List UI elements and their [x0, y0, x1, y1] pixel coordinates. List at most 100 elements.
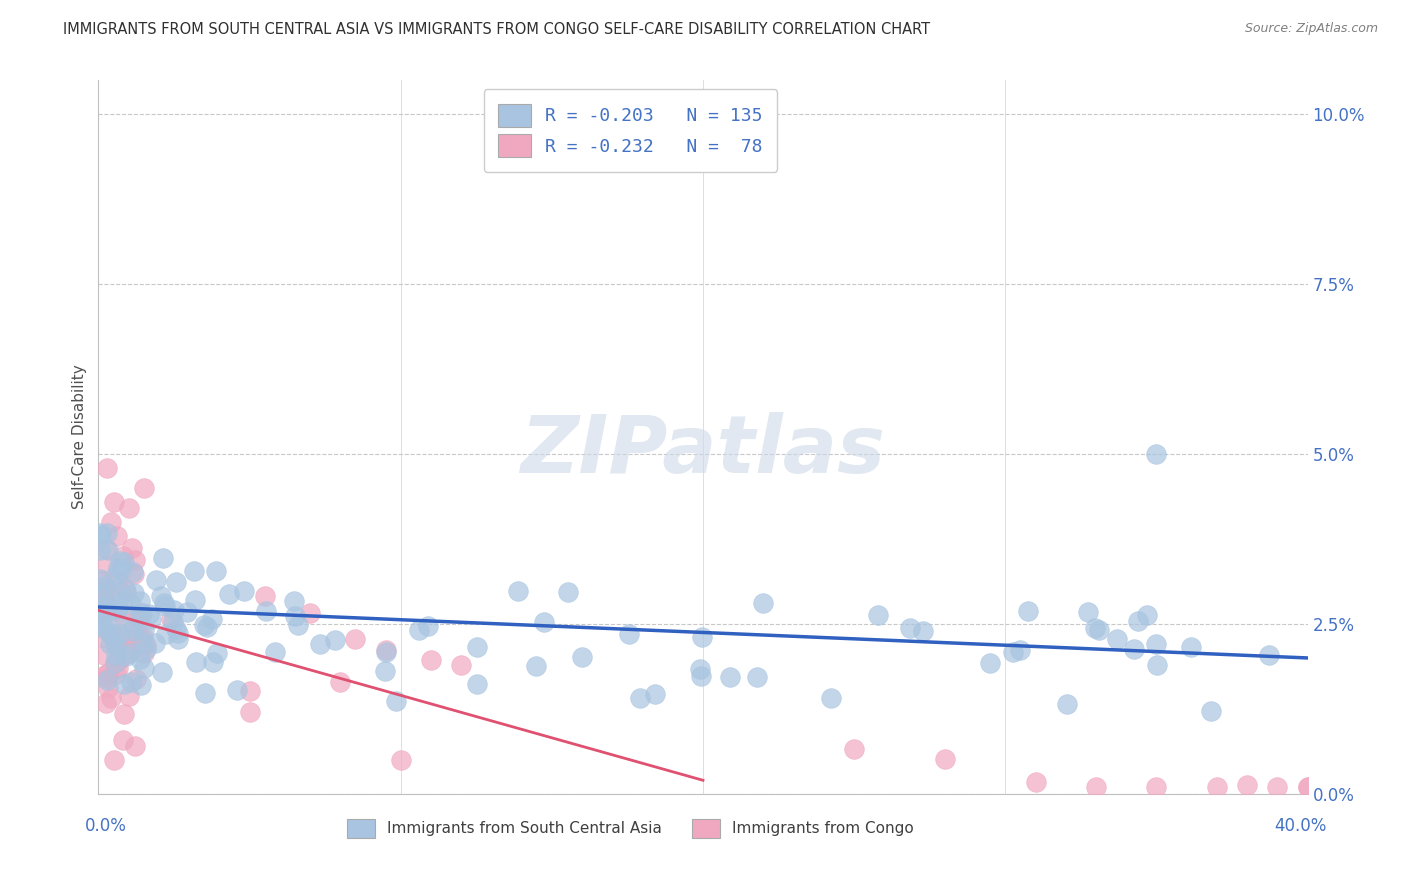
Point	[122, 637, 145, 651]
Point	[111, 732, 134, 747]
Point	[166, 632, 188, 646]
Point	[344, 632, 367, 646]
Point	[150, 589, 173, 603]
Point	[98, 637, 121, 651]
Point	[1146, 657, 1168, 672]
Point	[155, 626, 177, 640]
Point	[104, 657, 127, 671]
Point	[184, 655, 207, 669]
Point	[720, 670, 742, 684]
Point	[745, 670, 768, 684]
Point	[1146, 447, 1168, 461]
Point	[689, 663, 711, 677]
Point	[628, 690, 651, 705]
Point	[91, 586, 114, 600]
Point	[90, 607, 112, 621]
Point	[103, 629, 125, 643]
Point	[690, 669, 713, 683]
Point	[104, 636, 127, 650]
Point	[128, 652, 150, 666]
Point	[218, 587, 240, 601]
Point	[1122, 641, 1144, 656]
Point	[1199, 704, 1222, 718]
Point	[110, 651, 132, 665]
Point	[122, 566, 145, 581]
Point	[118, 501, 141, 516]
Point	[152, 550, 174, 565]
Point	[103, 753, 125, 767]
Point	[91, 630, 114, 644]
Point	[90, 528, 112, 542]
Point	[118, 689, 141, 703]
Text: 0.0%: 0.0%	[84, 817, 127, 835]
Point	[617, 627, 640, 641]
Point	[112, 676, 135, 690]
Point	[1001, 645, 1024, 659]
Point	[1017, 605, 1039, 619]
Point	[253, 590, 276, 604]
Point	[506, 583, 529, 598]
Point	[1136, 608, 1159, 623]
Point	[162, 615, 184, 629]
Point	[93, 600, 115, 615]
Point	[374, 643, 396, 657]
Point	[329, 675, 352, 690]
Point	[103, 602, 125, 616]
Point	[844, 742, 866, 756]
Point	[1105, 632, 1128, 646]
Point	[934, 752, 956, 766]
Point	[1128, 614, 1150, 628]
Point	[89, 526, 111, 541]
Point	[97, 665, 120, 680]
Point	[166, 575, 188, 590]
Point	[104, 637, 127, 651]
Point	[384, 694, 406, 708]
Point	[1258, 648, 1281, 662]
Point	[89, 612, 111, 626]
Point	[97, 625, 120, 640]
Point	[89, 542, 111, 557]
Point	[898, 621, 921, 635]
Point	[104, 657, 127, 671]
Point	[420, 653, 443, 667]
Point	[94, 579, 117, 593]
Point	[1087, 623, 1109, 637]
Point	[124, 621, 146, 635]
Point	[104, 582, 127, 596]
Point	[124, 607, 146, 622]
Y-axis label: Self-Care Disability: Self-Care Disability	[72, 365, 87, 509]
Point	[104, 667, 127, 681]
Point	[571, 650, 593, 665]
Point	[183, 565, 205, 579]
Point	[94, 582, 117, 596]
Point	[107, 601, 129, 615]
Point	[100, 515, 122, 529]
Point	[450, 657, 472, 672]
Point	[107, 561, 129, 575]
Point	[131, 606, 153, 620]
Point	[96, 460, 118, 475]
Point	[284, 609, 307, 624]
Text: ZIPatlas: ZIPatlas	[520, 412, 886, 491]
Point	[103, 630, 125, 644]
Point	[111, 593, 134, 607]
Point	[112, 707, 135, 722]
Point	[143, 636, 166, 650]
Point	[820, 690, 842, 705]
Point	[135, 641, 157, 656]
Point	[97, 542, 120, 557]
Point	[239, 706, 262, 720]
Point	[121, 541, 143, 555]
Point	[105, 612, 128, 626]
Point	[408, 623, 430, 637]
Point	[124, 739, 146, 754]
Point	[103, 494, 125, 508]
Point	[193, 617, 215, 632]
Point	[167, 626, 190, 640]
Point	[155, 599, 177, 614]
Point	[135, 639, 157, 653]
Point	[308, 637, 330, 651]
Point	[1146, 780, 1168, 794]
Point	[283, 593, 305, 607]
Point	[100, 626, 122, 640]
